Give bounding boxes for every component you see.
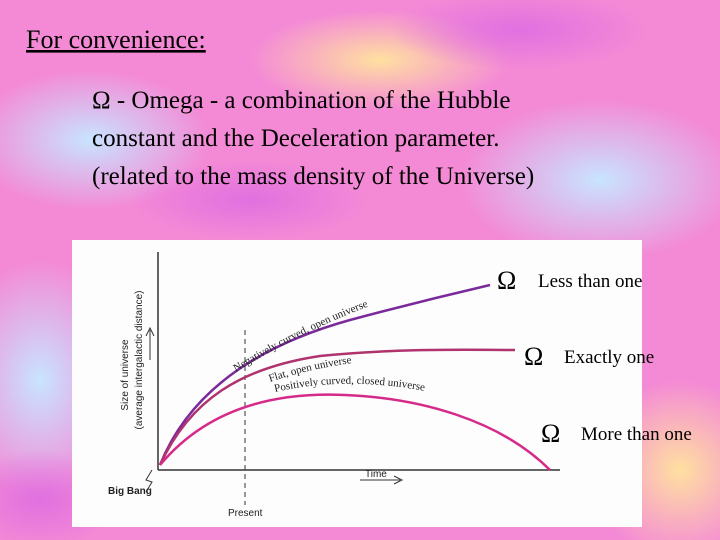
omega-meaning: More than one — [581, 424, 692, 445]
title: For convenience: — [26, 25, 206, 54]
bang-mark — [145, 469, 153, 493]
open-curve — [158, 283, 491, 466]
diagram: Size of universe (average intergalactic … — [72, 240, 642, 527]
omega-meaning: Exactly one — [564, 347, 654, 368]
omega-symbol: Ω — [497, 266, 516, 295]
body-line: Ω - Omega - a combination of the Hubble — [92, 87, 510, 114]
origin-label: Big Bang — [108, 486, 152, 497]
body-line: constant and the Deceleration parameter. — [92, 125, 499, 152]
omega-meaning: Less than one — [538, 271, 642, 292]
closed-curve — [159, 393, 551, 471]
y-axis-sublabel: (average intergalactic distance) — [134, 291, 145, 430]
marker-label: Present — [228, 508, 263, 519]
flat-curve — [158, 348, 516, 466]
omega-symbol: Ω — [524, 342, 543, 371]
diagram-panel — [72, 240, 642, 527]
y-axis-label: Size of universe — [120, 339, 131, 411]
x-axis-label: Time — [365, 469, 387, 480]
omega-symbol: Ω — [541, 419, 560, 448]
body-line: (related to the mass density of the Univ… — [92, 163, 534, 190]
x-arrow — [360, 475, 404, 485]
y-arrow — [145, 326, 155, 360]
